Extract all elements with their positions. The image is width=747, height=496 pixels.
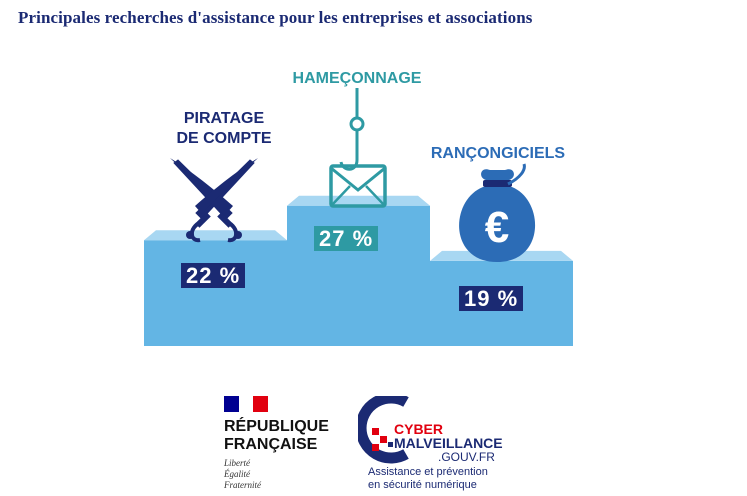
euro-money-bag-icon: € <box>459 163 536 262</box>
rf-line2: FRANÇAISE <box>224 436 318 453</box>
svg-text:€: € <box>485 203 509 252</box>
label-piratage: PIRATAGE DE COMPTE <box>166 109 282 149</box>
chart-title: Principales recherches d'assistance pour… <box>18 8 533 27</box>
label-hameconnage: HAMEÇONNAGE <box>282 69 432 89</box>
podium-chart: € <box>144 88 573 346</box>
rf-name: RÉPUBLIQUE FRANÇAISE <box>224 418 354 454</box>
cm-domain: .GOUV.FR <box>438 450 495 464</box>
label-rancongiciels: RANÇONGICIELS <box>428 144 568 164</box>
republique-francaise-logo: RÉPUBLIQUE FRANÇAISE Liberté Égalité Fra… <box>224 396 354 491</box>
french-flag-icon <box>224 396 268 412</box>
value-hameconnage: 27 % <box>314 226 379 251</box>
cm-tagline: Assistance et prévention en sécurité num… <box>368 466 488 492</box>
fishing-hook-envelope-icon <box>329 88 387 208</box>
cm-line1: CYBER <box>394 421 444 437</box>
podium-top-1 <box>287 195 430 206</box>
cm-tagline-2: en sécurité numérique <box>368 479 477 491</box>
rf-line1: RÉPUBLIQUE <box>224 418 329 435</box>
rf-motto-1: Liberté <box>224 458 250 468</box>
label-hameconnage-text: HAMEÇONNAGE <box>292 70 422 87</box>
cm-line2: MALVEILLANCE <box>394 435 503 451</box>
podium-top-0 <box>144 230 287 241</box>
rf-motto: Liberté Égalité Fraternité <box>224 458 354 491</box>
cm-wordmark: CYBER MALVEILLANCE <box>394 422 503 450</box>
cyber-c-icon <box>358 396 409 464</box>
rf-motto-2: Égalité <box>224 469 250 479</box>
value-piratage: 22 % <box>181 263 246 288</box>
podium-step-0 <box>144 240 287 346</box>
label-rancongiciels-text: RANÇONGICIELS <box>430 145 566 162</box>
label-piratage-text: PIRATAGE DE COMPTE <box>176 110 272 147</box>
cm-tagline-1: Assistance et prévention <box>368 466 488 478</box>
value-rancongiciels: 19 % <box>459 286 524 311</box>
crossed-swords-icon <box>170 158 258 243</box>
rf-motto-3: Fraternité <box>224 480 261 490</box>
